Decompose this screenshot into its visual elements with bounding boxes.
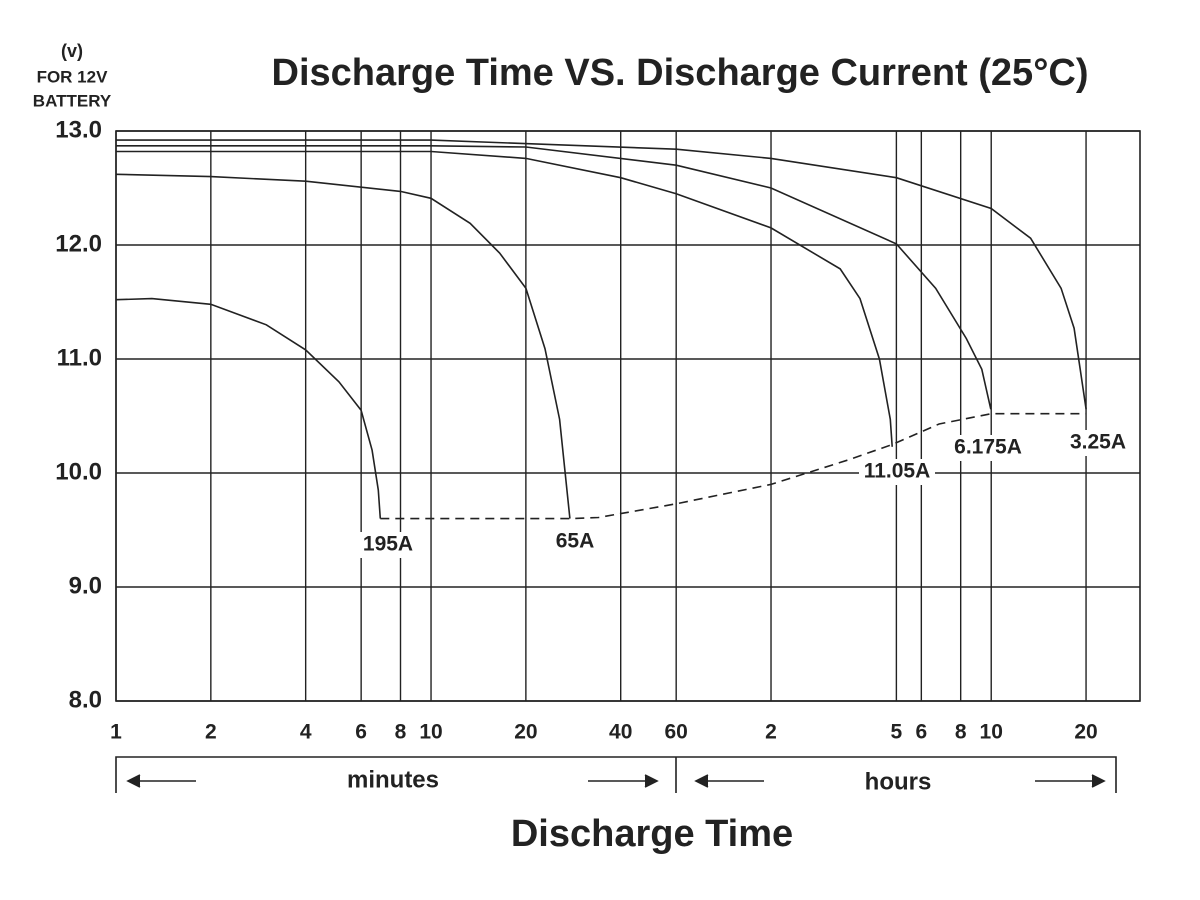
y-tick-label: 9.0 bbox=[69, 572, 102, 599]
label-background bbox=[950, 435, 1026, 461]
x-tick-label: 10 bbox=[980, 721, 1003, 744]
series-label: 6.175A bbox=[954, 436, 1022, 459]
series-label: 11.05A bbox=[864, 460, 931, 483]
discharge-curve bbox=[115, 297, 382, 519]
x-tick-label: 20 bbox=[514, 721, 537, 744]
end-voltage-line bbox=[380, 412, 1087, 520]
x-tick-label: 4 bbox=[300, 721, 312, 744]
discharge-curve bbox=[115, 173, 571, 519]
x-tick-label: 20 bbox=[1074, 721, 1097, 744]
chart-title: Discharge Time VS. Discharge Current (25… bbox=[272, 52, 1089, 94]
x-tick-label: 2 bbox=[205, 721, 217, 744]
y-tick-label: 10.0 bbox=[55, 458, 102, 485]
x-tick-label: 2 bbox=[765, 721, 777, 744]
plot-frame bbox=[115, 130, 1141, 702]
x-label: Discharge Time bbox=[511, 813, 793, 855]
annotation: minutes bbox=[347, 766, 439, 793]
discharge-curve bbox=[116, 139, 1087, 410]
y-tick-label: 12.0 bbox=[55, 230, 102, 257]
x-tick-label: 8 bbox=[955, 721, 967, 744]
label-background bbox=[859, 459, 935, 485]
x-tick-label: 5 bbox=[891, 721, 903, 744]
y-tick-label: 13.0 bbox=[55, 116, 102, 143]
series-label: 195A bbox=[363, 533, 413, 556]
x-tick-label: 1 bbox=[110, 721, 122, 744]
label-background bbox=[537, 529, 613, 555]
y-tick-label: 8.0 bbox=[69, 686, 102, 713]
x-tick-label: 60 bbox=[665, 721, 688, 744]
annotation: hours bbox=[865, 768, 932, 795]
discharge-curve bbox=[116, 150, 893, 447]
series-label: 3.25A bbox=[1070, 431, 1126, 454]
label-background bbox=[1060, 430, 1136, 456]
y-label: FOR 12V bbox=[37, 67, 109, 86]
x-tick-label: 6 bbox=[355, 721, 367, 744]
label-background bbox=[350, 532, 426, 558]
y-label: BATTERY bbox=[33, 91, 112, 110]
y-label: (v) bbox=[61, 41, 83, 61]
time-brackets bbox=[115, 756, 1117, 793]
discharge-curve bbox=[116, 145, 992, 410]
x-tick-label: 40 bbox=[609, 721, 632, 744]
x-tick-label: 6 bbox=[915, 721, 927, 744]
series-label: 65A bbox=[556, 530, 595, 553]
y-tick-label: 11.0 bbox=[57, 344, 102, 371]
x-tick-label: 10 bbox=[419, 721, 442, 744]
x-tick-label: 8 bbox=[395, 721, 407, 744]
